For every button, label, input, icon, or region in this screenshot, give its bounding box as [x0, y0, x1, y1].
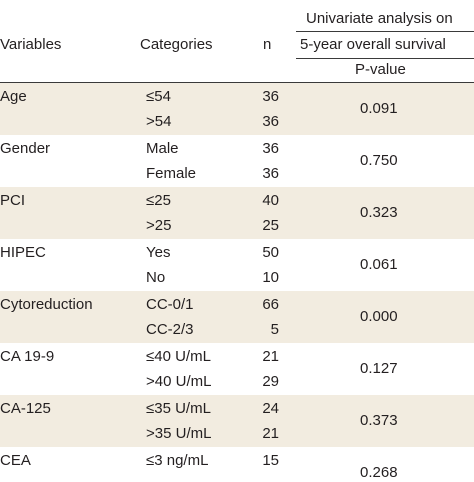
row-n: 36: [262, 113, 279, 130]
row-pvalue: 0.127: [360, 360, 398, 377]
row-category: Female: [146, 165, 197, 182]
header-mid-rule: [296, 58, 474, 59]
row-variable: Gender: [0, 140, 51, 157]
header-analysis-line2: 5-year overall survival: [300, 36, 446, 53]
row-category: ≤54: [146, 88, 171, 105]
row-variable: CA-125: [0, 400, 51, 417]
row-variable: Age: [0, 88, 27, 105]
row-category: ≤35 U/mL: [146, 400, 211, 417]
header-categories: Categories: [140, 36, 213, 53]
row-category: Male: [146, 140, 179, 157]
row-n: 36: [262, 140, 279, 157]
row-category: >35 U/mL: [146, 425, 212, 442]
row-n: 40: [262, 192, 279, 209]
row-category: ≤25: [146, 192, 171, 209]
row-n: 21: [262, 425, 279, 442]
header-analysis-line1: Univariate analysis on: [306, 10, 453, 27]
row-n: 36: [262, 165, 279, 182]
row-band: [0, 187, 474, 239]
row-n: 36: [262, 88, 279, 105]
row-n: 15: [262, 452, 279, 469]
row-n: 25: [262, 217, 279, 234]
row-n: 24: [262, 400, 279, 417]
row-pvalue: 0.750: [360, 152, 398, 169]
row-category: ≤3 ng/mL: [146, 452, 209, 469]
row-n: 50: [262, 244, 279, 261]
row-category: >25: [146, 217, 172, 234]
row-pvalue: 0.268: [360, 464, 398, 481]
row-pvalue: 0.373: [360, 412, 398, 429]
row-band: [0, 83, 474, 135]
header-n: n: [263, 36, 272, 53]
row-variable: HIPEC: [0, 244, 46, 261]
row-pvalue: 0.000: [360, 308, 398, 325]
row-category: CC-2/3: [146, 321, 194, 338]
row-variable: CA 19-9: [0, 348, 55, 365]
row-category: CC-0/1: [146, 296, 194, 313]
row-category: >40 U/mL: [146, 373, 212, 390]
header-variables: Variables: [0, 36, 62, 53]
row-pvalue: 0.323: [360, 204, 398, 221]
row-n: 66: [262, 296, 279, 313]
row-band: [0, 291, 474, 343]
row-variable: Cytoreduction: [0, 296, 93, 313]
row-pvalue: 0.061: [360, 256, 398, 273]
row-n: 21: [262, 348, 279, 365]
header-pvalue: P-value: [355, 61, 406, 78]
row-n: 29: [262, 373, 279, 390]
row-category: ≤40 U/mL: [146, 348, 211, 365]
row-category: >54: [146, 113, 172, 130]
header-bottom-rule: [0, 82, 474, 83]
row-n: 5: [270, 321, 279, 338]
row-variable: PCI: [0, 192, 26, 209]
header-analysis-underline: [296, 31, 474, 32]
row-category: Yes: [146, 244, 171, 261]
row-n: 10: [262, 269, 279, 286]
row-pvalue: 0.091: [360, 100, 398, 117]
row-band: [0, 395, 474, 447]
row-variable: CEA: [0, 452, 31, 469]
row-category: No: [146, 269, 166, 286]
